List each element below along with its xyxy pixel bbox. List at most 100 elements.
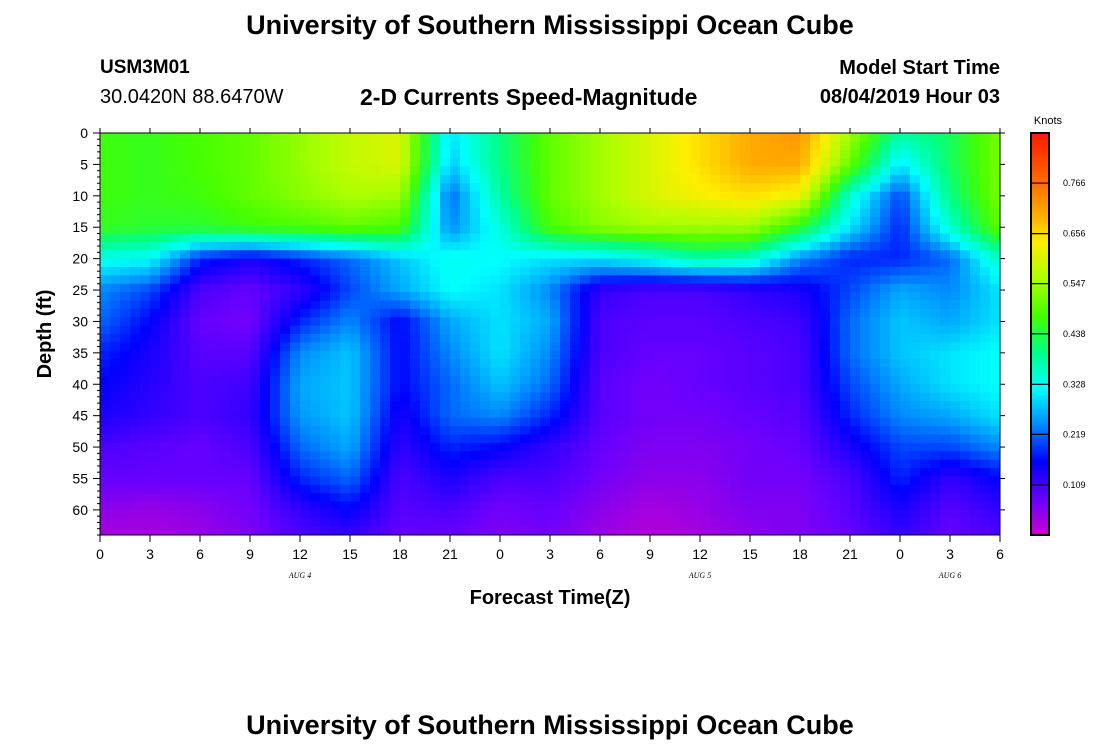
heatmap-cell — [400, 141, 411, 151]
heatmap-cell — [440, 375, 451, 385]
heatmap-cell — [230, 359, 241, 369]
heatmap-cell — [820, 325, 831, 335]
heatmap-cell — [780, 250, 791, 260]
heatmap-cell — [580, 334, 591, 343]
heatmap-cell — [610, 308, 621, 318]
heatmap-cell — [890, 434, 901, 444]
heatmap-cell — [990, 476, 1000, 486]
heatmap-cell — [400, 451, 411, 461]
heatmap-cell — [490, 241, 501, 251]
heatmap-cell — [830, 359, 841, 369]
heatmap-cell — [290, 308, 301, 318]
heatmap-cell — [540, 325, 551, 335]
heatmap-cell — [320, 359, 331, 369]
heatmap-cell — [730, 359, 741, 369]
heatmap-cell — [860, 183, 871, 193]
heatmap-cell — [510, 392, 521, 402]
colorbar-tick-label: 0.656 — [1063, 229, 1086, 239]
heatmap-cell — [240, 292, 251, 302]
heatmap-cell — [650, 258, 661, 268]
heatmap-cell — [830, 484, 841, 494]
heatmap-cell — [110, 476, 121, 486]
heatmap-cell — [140, 501, 151, 511]
heatmap-cell — [350, 493, 361, 503]
heatmap-cell — [430, 174, 441, 184]
heatmap-cell — [570, 200, 581, 209]
heatmap-cell — [300, 359, 311, 369]
heatmap-cell — [580, 493, 591, 503]
heatmap-cell — [790, 275, 801, 285]
heatmap-cell — [960, 375, 971, 385]
heatmap-cell — [170, 426, 181, 436]
heatmap-cell — [860, 401, 871, 410]
heatmap-cell — [370, 442, 381, 452]
heatmap-cell — [940, 225, 951, 235]
heatmap-cell — [700, 133, 711, 142]
heatmap-cell — [220, 133, 231, 142]
heatmap-cell — [650, 174, 661, 184]
heatmap-cell — [270, 200, 281, 209]
heatmap-cell — [230, 342, 241, 352]
heatmap-cell — [890, 149, 901, 159]
heatmap-cell — [510, 367, 521, 377]
heatmap-cell — [450, 308, 461, 318]
heatmap-cell — [200, 149, 211, 159]
heatmap-cell — [200, 133, 211, 142]
heatmap-cell — [210, 267, 221, 276]
heatmap-cell — [320, 166, 331, 176]
heatmap-cell — [260, 317, 271, 327]
heatmap-cell — [520, 233, 531, 243]
heatmap-cell — [820, 267, 831, 276]
heatmap-cell — [390, 476, 401, 486]
heatmap-cell — [770, 183, 781, 193]
heatmap-cell — [490, 367, 501, 377]
heatmap-cell — [630, 518, 641, 528]
heatmap-cell — [750, 300, 761, 310]
heatmap-cell — [470, 133, 481, 142]
heatmap-cell — [240, 308, 251, 318]
heatmap-cell — [520, 191, 531, 201]
heatmap-cell — [870, 317, 881, 327]
heatmap-cell — [610, 258, 621, 268]
heatmap-cell — [610, 526, 621, 535]
heatmap-cell — [780, 442, 791, 452]
heatmap-cell — [140, 208, 151, 218]
heatmap-cell — [680, 225, 691, 235]
heatmap-cell — [910, 384, 921, 394]
heatmap-cell — [740, 442, 751, 452]
heatmap-cell — [750, 317, 761, 327]
heatmap-cell — [950, 325, 961, 335]
heatmap-cell — [270, 342, 281, 352]
heatmap-cell — [730, 225, 741, 235]
heatmap-cell — [230, 241, 241, 251]
heatmap-cell — [430, 476, 441, 486]
heatmap-cell — [180, 367, 191, 377]
heatmap-cell — [770, 174, 781, 184]
heatmap-cell — [200, 250, 211, 260]
heatmap-cell — [350, 526, 361, 535]
heatmap-cell — [310, 426, 321, 436]
heatmap-cell — [730, 484, 741, 494]
heatmap-cell — [580, 233, 591, 243]
heatmap-cell — [250, 308, 261, 318]
heatmap-cell — [820, 334, 831, 343]
heatmap-cell — [180, 334, 191, 343]
heatmap-cell — [470, 342, 481, 352]
heatmap-cell — [490, 342, 501, 352]
heatmap-cell — [500, 367, 511, 377]
heatmap-cell — [280, 526, 291, 535]
heatmap-cell — [870, 334, 881, 343]
heatmap-cell — [960, 225, 971, 235]
heatmap-cell — [430, 451, 441, 461]
heatmap-cell — [260, 476, 271, 486]
heatmap-cell — [340, 426, 351, 436]
heatmap-cell — [450, 526, 461, 535]
heatmap-cell — [210, 183, 221, 193]
heatmap-cell — [380, 325, 391, 335]
heatmap-cell — [970, 200, 981, 209]
heatmap-cell — [470, 267, 481, 276]
heatmap-cell — [560, 476, 571, 486]
heatmap-cell — [290, 468, 301, 477]
heatmap-cell — [510, 275, 521, 285]
heatmap-cell — [540, 250, 551, 260]
